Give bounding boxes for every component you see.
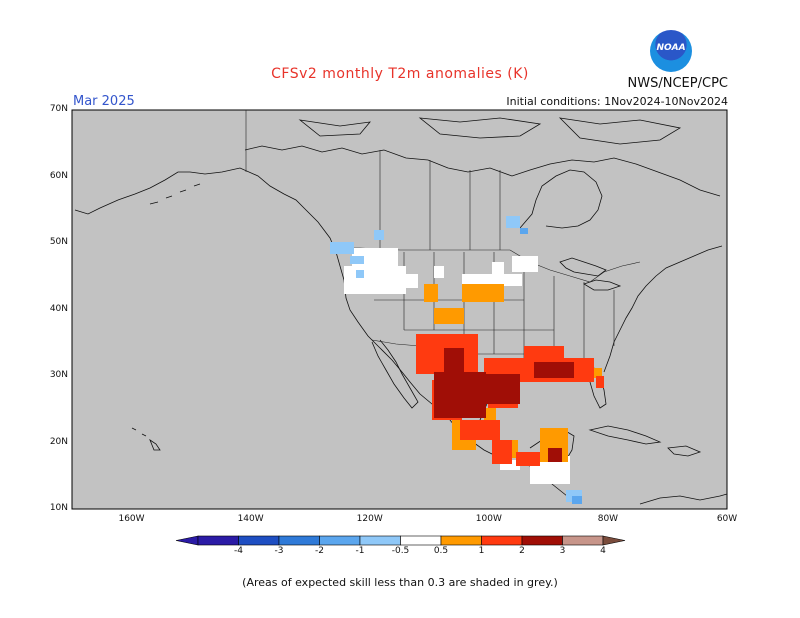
warm-anomaly-region <box>424 284 438 302</box>
colorbar <box>175 535 626 546</box>
colorbar-segment-0 <box>197 535 239 546</box>
lat-label-1: 60N <box>49 170 68 181</box>
colorbar-tick-9: 4 <box>600 546 606 556</box>
lon-label-4: 80W <box>597 514 619 524</box>
arctic-coastline <box>244 145 721 197</box>
colorbar-tick-0: -4 <box>234 546 243 556</box>
colorbar-segment-3 <box>319 535 361 546</box>
baja-coastline <box>371 339 419 409</box>
colorbar-segment-8 <box>521 535 563 546</box>
lat-label-6: 10N <box>49 503 68 513</box>
warm-anomaly-region-3 <box>444 348 464 372</box>
colorbar-tick-7: 2 <box>519 546 525 556</box>
lat-label-2: 50N <box>49 237 68 247</box>
aleutian-islands <box>149 183 201 205</box>
colorbar-tick-8: 3 <box>559 546 566 556</box>
forecast-month: Mar 2025 <box>73 94 135 109</box>
south-america-coast <box>639 493 728 505</box>
noaa-logo-text: NOAA <box>656 43 686 53</box>
arctic-islands <box>418 117 542 139</box>
colorbar-arrow-right <box>602 535 626 546</box>
colorbar-segment-7 <box>481 535 523 546</box>
skill-footnote: (Areas of expected skill less than 0.3 a… <box>242 576 558 589</box>
atlantic-coastline <box>603 245 723 373</box>
hawaii-islands <box>131 427 161 451</box>
colorbar-segment-5 <box>400 535 442 546</box>
canada-province-lines <box>379 150 501 250</box>
near-zero-region <box>344 266 406 294</box>
hudson-bay-coastline <box>519 169 603 229</box>
lon-label-5: 60W <box>716 514 738 524</box>
cuba-coastline <box>588 425 662 445</box>
initial-conditions: Initial conditions: 1Nov2024-10Nov2024 <box>506 95 728 108</box>
anomaly-cells <box>330 216 604 504</box>
lon-label-3: 100W <box>475 514 502 524</box>
colorbar-tick-2: -2 <box>315 546 324 556</box>
colorbar-segment-2 <box>278 535 320 546</box>
colorbar-tick-5: 0.5 <box>433 546 449 556</box>
colorbar-segment-6 <box>440 535 482 546</box>
lon-label-2: 120W <box>356 514 383 524</box>
lat-label-0: 70N <box>49 104 68 114</box>
colorbar-tick-6: 1 <box>478 546 485 556</box>
colorbar-tick-4: -0.5 <box>391 546 410 556</box>
lon-label-1: 140W <box>237 514 264 524</box>
noaa-logo: NOAA <box>650 30 692 72</box>
map-frame <box>71 109 728 510</box>
colorbar-segment-9 <box>562 535 604 546</box>
cool-anomaly-region <box>506 216 520 228</box>
lat-label-3: 40N <box>49 303 68 314</box>
lat-label-5: 20N <box>49 436 68 447</box>
great-lakes <box>559 257 607 277</box>
colorbar-segment-1 <box>238 535 280 546</box>
agency-label: NWS/NCEP/CPC <box>627 76 728 91</box>
colorbar-tick-1: -3 <box>274 546 284 556</box>
colorbar-tick-3: -1 <box>355 546 365 556</box>
colorbar-segment-4 <box>359 535 401 546</box>
lat-label-4: 30N <box>49 370 68 380</box>
chart-title: CFSv2 monthly T2m anomalies (K) <box>271 66 529 82</box>
colorbar-arrow-left <box>175 535 199 546</box>
lon-label-0: 160W <box>118 514 145 524</box>
hispaniola-coastline <box>667 445 702 457</box>
